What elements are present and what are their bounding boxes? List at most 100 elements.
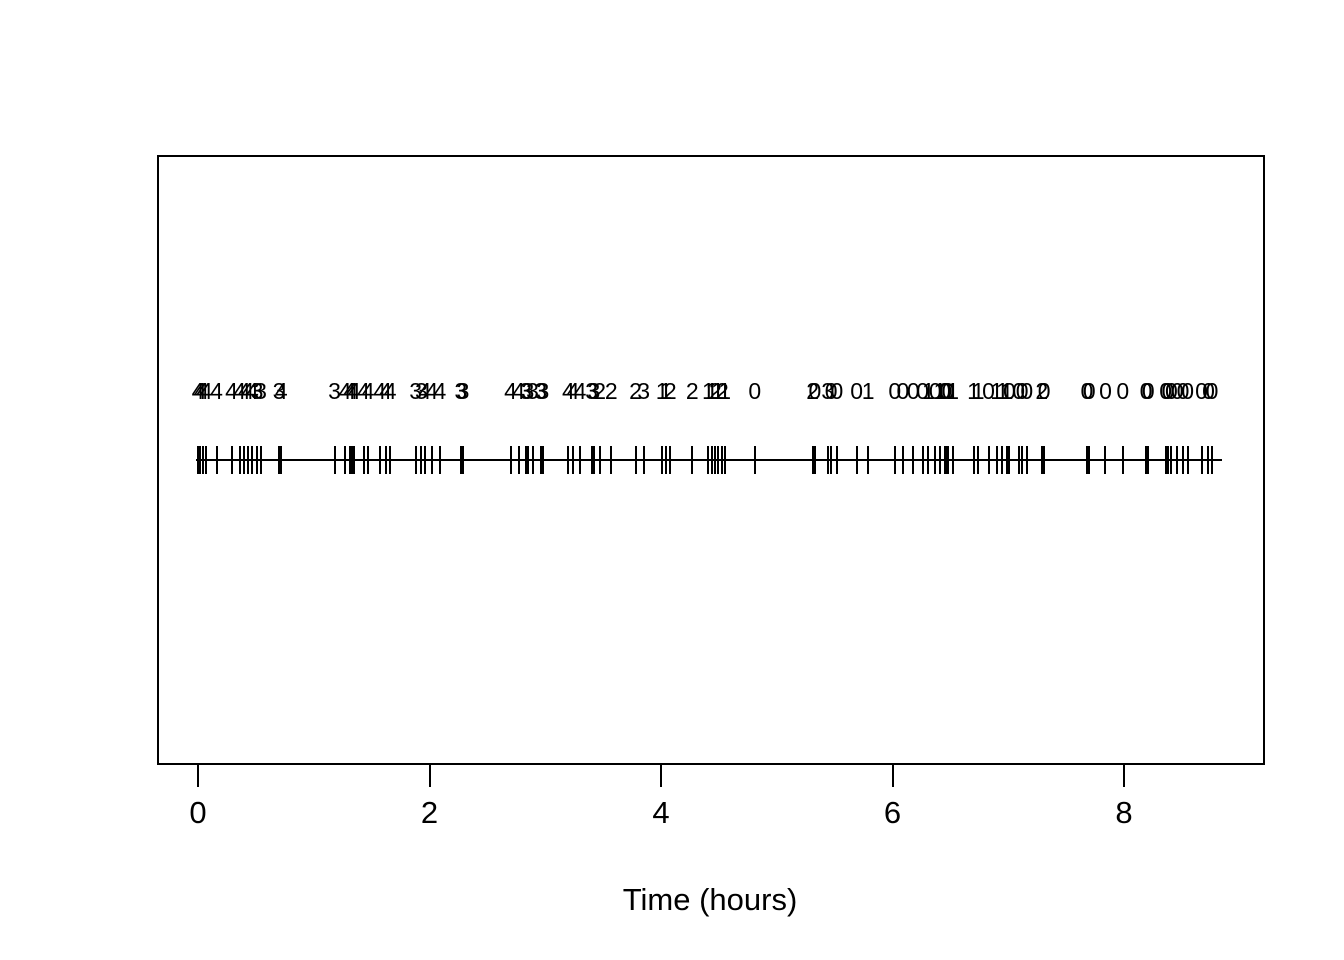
event-mark-label: 2	[663, 378, 677, 404]
event-mark-label: 0	[938, 378, 951, 404]
event-tick	[1040, 446, 1043, 474]
event-mark-label: 2	[604, 378, 618, 404]
event-tick	[707, 446, 710, 474]
event-mark-label: 3	[456, 378, 470, 404]
event-tick	[995, 446, 998, 474]
event-tick	[1085, 446, 1088, 474]
event-mark-label: 0	[850, 378, 864, 404]
event-tick	[1176, 446, 1179, 474]
event-mark-label: 0	[1020, 378, 1034, 404]
event-mark-label: 2	[715, 378, 729, 404]
event-tick	[1104, 446, 1107, 474]
event-mark-label: 3	[254, 378, 267, 404]
event-mark-label: 4	[361, 378, 375, 404]
event-mark-label: 0	[939, 378, 953, 404]
event-mark-label: 3	[821, 378, 835, 404]
event-mark-label: 1	[655, 378, 669, 404]
event-mark-label: 0	[916, 378, 929, 404]
event-tick	[642, 446, 645, 474]
event-tick	[610, 446, 613, 474]
event-tick	[256, 446, 259, 474]
event-mark-label: 0	[808, 378, 822, 404]
event-tick	[598, 446, 601, 474]
event-tick	[430, 446, 433, 474]
event-tick	[462, 446, 465, 474]
event-mark-label: 0	[1116, 378, 1130, 404]
event-tick	[420, 446, 423, 474]
event-mark-label: 0	[824, 378, 838, 404]
event-tick	[197, 446, 199, 474]
event-tick	[246, 446, 249, 474]
event-mark-label: 0	[1161, 378, 1175, 404]
event-tick	[710, 446, 713, 474]
event-mark-label: 4	[210, 378, 223, 404]
event-tick	[944, 446, 947, 474]
event-tick	[811, 446, 814, 474]
event-tick	[867, 446, 870, 474]
event-mark-label: 1	[921, 378, 935, 404]
event-mark-label: 4	[241, 378, 255, 404]
event-mark-label: 4	[347, 378, 361, 404]
event-tick	[893, 446, 896, 474]
event-tick	[1021, 446, 1024, 474]
event-mark-label: 3	[534, 378, 548, 404]
event-tick	[669, 446, 672, 474]
event-tick	[716, 446, 719, 474]
event-tick	[414, 446, 417, 474]
event-mark-label: 0	[1099, 378, 1112, 404]
event-tick	[1166, 446, 1169, 474]
event-tick	[826, 446, 829, 474]
event-tick	[592, 446, 595, 474]
event-tick	[938, 446, 941, 474]
event-tick	[259, 446, 262, 474]
event-tick	[199, 446, 202, 474]
event-mark-label: 4	[379, 378, 392, 404]
event-tick	[509, 446, 512, 474]
event-tick	[526, 446, 529, 474]
event-tick	[590, 446, 593, 474]
event-tick	[1210, 446, 1213, 474]
event-tick	[201, 446, 204, 474]
event-tick	[661, 446, 664, 474]
event-tick	[578, 446, 581, 474]
event-mark-label: 0	[1181, 378, 1195, 404]
event-tick	[1144, 446, 1147, 474]
event-tick	[835, 446, 838, 474]
event-tick	[1186, 446, 1189, 474]
event-tick	[714, 446, 717, 474]
event-tick	[541, 446, 544, 474]
event-mark-label: 1	[971, 378, 985, 404]
event-mark-label: 3	[272, 378, 286, 404]
event-tick	[1088, 446, 1091, 474]
event-tick	[280, 446, 283, 474]
event-tick	[721, 446, 724, 474]
event-tick	[524, 446, 527, 474]
event-mark-label: 0	[1012, 378, 1026, 404]
event-mark-label: 0	[1202, 378, 1215, 404]
event-mark-label: 0	[1141, 378, 1155, 404]
event-mark-label: 4	[196, 378, 210, 404]
event-mark-label: 3	[328, 378, 341, 404]
event-mark-label: 3	[409, 378, 423, 404]
event-mark-label: 3	[637, 378, 651, 404]
x-axis-tick	[1123, 765, 1125, 787]
event-mark-label: 2	[1035, 378, 1049, 404]
event-mark-label: 0	[928, 378, 942, 404]
event-tick	[1207, 446, 1210, 474]
event-tick	[987, 446, 990, 474]
event-mark-label: 4	[343, 378, 357, 404]
event-mark-label: 4	[193, 378, 207, 404]
event-mark-label: 4	[338, 378, 352, 404]
event-tick	[230, 446, 233, 474]
event-tick	[977, 446, 980, 474]
event-tick	[855, 446, 858, 474]
event-tick	[531, 446, 534, 474]
event-mark-label: 1	[711, 378, 725, 404]
event-mark-label: 4	[274, 378, 288, 404]
event-tick	[1200, 446, 1203, 474]
event-tick	[1043, 446, 1046, 474]
x-axis-tick	[891, 765, 894, 787]
event-tick	[1121, 446, 1124, 474]
event-mark-label: 0	[1037, 378, 1051, 404]
